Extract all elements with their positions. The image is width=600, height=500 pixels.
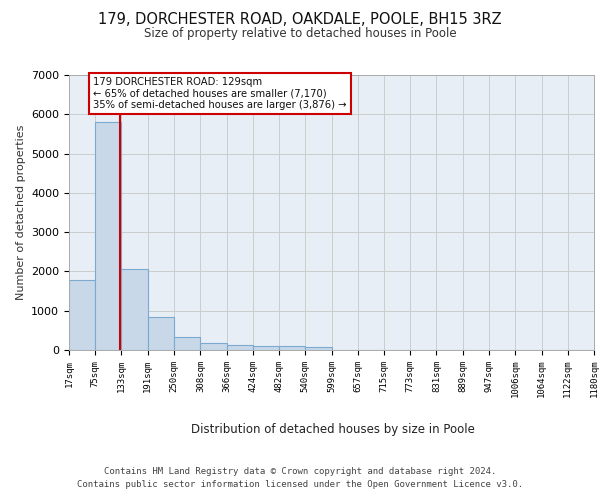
Bar [305,347,332,350]
Y-axis label: Number of detached properties: Number of detached properties [16,125,26,300]
Bar [174,336,200,350]
Bar [148,318,174,350]
Text: Contains HM Land Registry data © Crown copyright and database right 2024.: Contains HM Land Registry data © Crown c… [104,468,496,476]
Bar [121,269,148,350]
Bar [253,346,279,350]
Bar [95,122,121,350]
Text: 179, DORCHESTER ROAD, OAKDALE, POOLE, BH15 3RZ: 179, DORCHESTER ROAD, OAKDALE, POOLE, BH… [98,12,502,28]
Text: Distribution of detached houses by size in Poole: Distribution of detached houses by size … [191,422,475,436]
Text: Contains public sector information licensed under the Open Government Licence v3: Contains public sector information licen… [77,480,523,489]
Text: Size of property relative to detached houses in Poole: Size of property relative to detached ho… [143,28,457,40]
Bar [227,346,253,350]
Text: 179 DORCHESTER ROAD: 129sqm
← 65% of detached houses are smaller (7,170)
35% of : 179 DORCHESTER ROAD: 129sqm ← 65% of det… [94,77,347,110]
Bar [200,342,227,350]
Bar [69,280,95,350]
Bar [279,346,305,350]
